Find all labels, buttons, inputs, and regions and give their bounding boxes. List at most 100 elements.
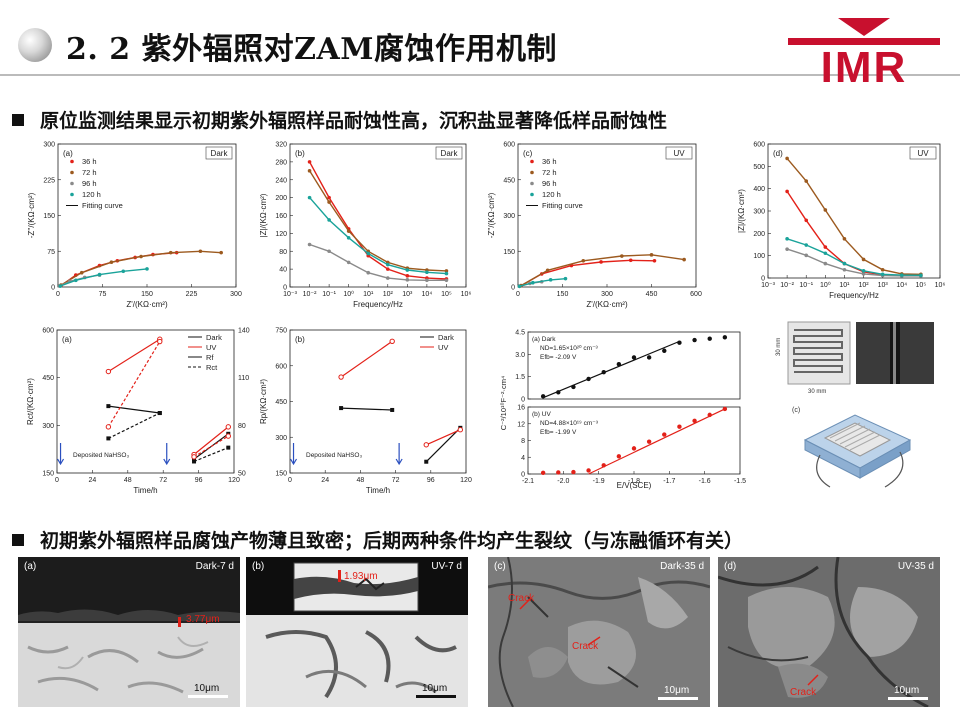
thickness-measure: 1.93μm bbox=[344, 571, 378, 582]
y-tick-label: 300 bbox=[43, 142, 55, 149]
fit-curve-72h bbox=[309, 170, 447, 272]
legend-marker bbox=[70, 192, 74, 197]
y-tick-label: 75 bbox=[47, 249, 55, 256]
y-tick-label: 3.0 bbox=[515, 352, 525, 359]
x-tick-label: 10⁻³ bbox=[283, 291, 297, 298]
donor-density: ND=1.65×10²⁰ cm⁻³ bbox=[540, 344, 599, 352]
x-tick-label: 0 bbox=[516, 291, 520, 298]
y-tick-label: 120 bbox=[275, 231, 287, 238]
legend-marker bbox=[530, 170, 534, 175]
y-tick-label: 225 bbox=[43, 177, 55, 184]
sample-micrograph bbox=[856, 322, 934, 384]
x-tick-label: 600 bbox=[690, 291, 702, 298]
data-point bbox=[692, 418, 697, 423]
data-point bbox=[707, 336, 712, 341]
y-tick-label: 400 bbox=[753, 186, 765, 193]
y-tick-label: 12 bbox=[517, 421, 525, 428]
data-point bbox=[444, 278, 449, 283]
data-point bbox=[457, 427, 464, 433]
data-point bbox=[599, 260, 603, 264]
x-tick-label: 10⁻² bbox=[780, 282, 794, 289]
y-tick-label: 200 bbox=[753, 231, 765, 238]
x-tick-label: 10⁻¹ bbox=[799, 282, 813, 289]
data-point bbox=[646, 355, 652, 360]
y-tick-label: 0 bbox=[511, 285, 515, 292]
scale-text: 10μm bbox=[894, 685, 920, 696]
y-tick-label: 300 bbox=[275, 435, 287, 442]
sensor-schematic: (c) bbox=[792, 407, 912, 488]
x-tick-label: -2.1 bbox=[522, 478, 534, 485]
condition-label: UV bbox=[673, 149, 685, 158]
data-point bbox=[861, 272, 866, 276]
y-axis-label: -Z''/(KΩ·cm²) bbox=[27, 192, 36, 238]
series-line-Dark bbox=[425, 427, 461, 463]
data-point bbox=[804, 179, 809, 183]
resistance-time-chart: 0 24 48 72 96 120 150 300 450 600 Time/h Rct/(KΩ·cm… bbox=[26, 328, 250, 496]
y-tick-label: 0 bbox=[761, 276, 765, 283]
x-tick-label: -1.8 bbox=[628, 478, 640, 485]
x-tick-label: 10⁵ bbox=[916, 282, 927, 289]
y-tick-label: 1.5 bbox=[515, 374, 525, 381]
donor-density: ND=4.88×10¹⁹ cm⁻³ bbox=[540, 420, 599, 427]
data-point bbox=[540, 470, 546, 476]
fit-curve-72h bbox=[520, 254, 685, 287]
data-point bbox=[327, 218, 331, 222]
subpanel-label: (a) Dark bbox=[532, 336, 556, 343]
logo-triangle-icon bbox=[838, 18, 890, 36]
x-tick-label: 10³ bbox=[878, 282, 889, 289]
data-point bbox=[145, 267, 149, 271]
x-tick-label: -1.6 bbox=[699, 478, 711, 485]
data-point bbox=[662, 348, 667, 353]
y-tick-label: 300 bbox=[42, 423, 54, 430]
data-point bbox=[517, 284, 522, 289]
scale-text: 10μm bbox=[422, 683, 448, 694]
micrograph-label: (b) bbox=[252, 561, 265, 572]
data-point bbox=[601, 463, 606, 468]
micrograph-dark-7d: (a) Dark-7 d 3.77μm 10μm bbox=[18, 557, 240, 707]
data-point bbox=[307, 160, 312, 164]
micrograph-label: (a) bbox=[24, 561, 37, 572]
data-point bbox=[842, 261, 847, 266]
data-point bbox=[682, 257, 686, 262]
deposit-arrowhead-icon bbox=[57, 458, 65, 466]
y2-tick-label: 140 bbox=[238, 328, 250, 335]
data-point bbox=[346, 229, 351, 233]
data-point bbox=[722, 335, 728, 340]
data-point bbox=[390, 407, 395, 412]
fit-line bbox=[542, 340, 680, 399]
data-point bbox=[444, 269, 449, 273]
x-tick-label: 0 bbox=[55, 477, 59, 484]
data-point bbox=[105, 424, 112, 430]
logo-text: IMR bbox=[821, 43, 908, 86]
legend-entry: Dark bbox=[438, 333, 454, 342]
data-point bbox=[586, 468, 591, 473]
y2-tick-label: 50 bbox=[238, 471, 246, 478]
data-point bbox=[106, 404, 111, 409]
condition-label: UV bbox=[917, 149, 929, 158]
series-line-Dark bbox=[341, 407, 393, 411]
x-tick-label: 72 bbox=[159, 477, 167, 484]
y2-tick-label: 110 bbox=[238, 375, 249, 382]
imr-logo: IMR bbox=[788, 18, 940, 86]
sample-dim-vertical: 30 mm bbox=[776, 338, 782, 356]
data-point bbox=[571, 384, 576, 390]
fit-curve-36h bbox=[308, 161, 447, 280]
y-tick-label: 100 bbox=[753, 253, 765, 260]
legend-entry: Rf bbox=[206, 353, 214, 362]
data-point bbox=[339, 406, 344, 411]
micrograph-tag: Dark-7 d bbox=[195, 561, 234, 572]
legend-marker bbox=[70, 159, 74, 164]
data-point bbox=[444, 271, 449, 276]
data-point bbox=[405, 274, 410, 278]
slide-title: 2. 2 紫外辐照对ZAM腐蚀作用机制 bbox=[66, 32, 557, 67]
data-point bbox=[548, 278, 553, 282]
x-tick-label: 10⁵ bbox=[441, 291, 452, 298]
data-point bbox=[366, 270, 371, 275]
x-tick-label: 10⁰ bbox=[343, 290, 354, 298]
x-tick-label: 10⁻³ bbox=[761, 282, 775, 289]
data-point bbox=[338, 374, 344, 380]
x-tick-label: 225 bbox=[186, 291, 198, 298]
condition-box bbox=[665, 146, 693, 160]
data-point bbox=[631, 355, 637, 360]
